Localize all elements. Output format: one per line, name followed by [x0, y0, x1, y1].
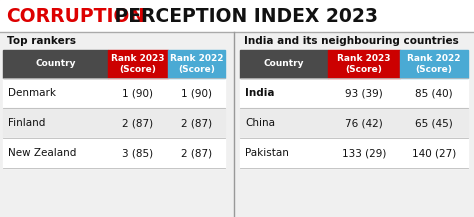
Text: 2 (87): 2 (87): [122, 118, 154, 128]
Bar: [3, 138, 225, 168]
Text: New Zealand: New Zealand: [8, 148, 76, 158]
Text: Pakistan: Pakistan: [245, 148, 289, 158]
Text: Finland: Finland: [8, 118, 46, 128]
Text: Top rankers: Top rankers: [7, 36, 76, 46]
Text: 3 (85): 3 (85): [122, 148, 154, 158]
Text: Rank 2023
(Score): Rank 2023 (Score): [337, 54, 391, 74]
Text: 2 (87): 2 (87): [181, 118, 212, 128]
Bar: [240, 138, 468, 168]
Bar: [0, 0, 474, 32]
Text: 76 (42): 76 (42): [345, 118, 383, 128]
Text: Country: Country: [264, 59, 304, 69]
Text: 1 (90): 1 (90): [122, 88, 154, 98]
Text: 2 (87): 2 (87): [181, 148, 212, 158]
Bar: [3, 108, 225, 138]
Text: PERCEPTION INDEX 2023: PERCEPTION INDEX 2023: [108, 7, 378, 26]
Text: 65 (45): 65 (45): [415, 118, 453, 128]
Text: 133 (29): 133 (29): [342, 148, 386, 158]
Bar: [240, 50, 328, 78]
Text: 85 (40): 85 (40): [415, 88, 453, 98]
Text: Rank 2023
(Score): Rank 2023 (Score): [111, 54, 165, 74]
Text: 93 (39): 93 (39): [345, 88, 383, 98]
Bar: [3, 50, 108, 78]
Bar: [3, 78, 225, 108]
Bar: [108, 50, 168, 78]
Text: 1 (90): 1 (90): [181, 88, 212, 98]
Bar: [328, 50, 400, 78]
Text: 140 (27): 140 (27): [412, 148, 456, 158]
Text: Denmark: Denmark: [8, 88, 56, 98]
Text: China: China: [245, 118, 275, 128]
Text: Rank 2022
(Score): Rank 2022 (Score): [407, 54, 461, 74]
Bar: [240, 108, 468, 138]
Bar: [240, 78, 468, 108]
Text: CORRUPTION: CORRUPTION: [6, 7, 145, 26]
Text: Country: Country: [35, 59, 76, 69]
Text: Rank 2022
(Score): Rank 2022 (Score): [170, 54, 223, 74]
Text: India and its neighbouring countries: India and its neighbouring countries: [244, 36, 459, 46]
Text: India: India: [245, 88, 274, 98]
Bar: [400, 50, 468, 78]
Bar: [168, 50, 225, 78]
